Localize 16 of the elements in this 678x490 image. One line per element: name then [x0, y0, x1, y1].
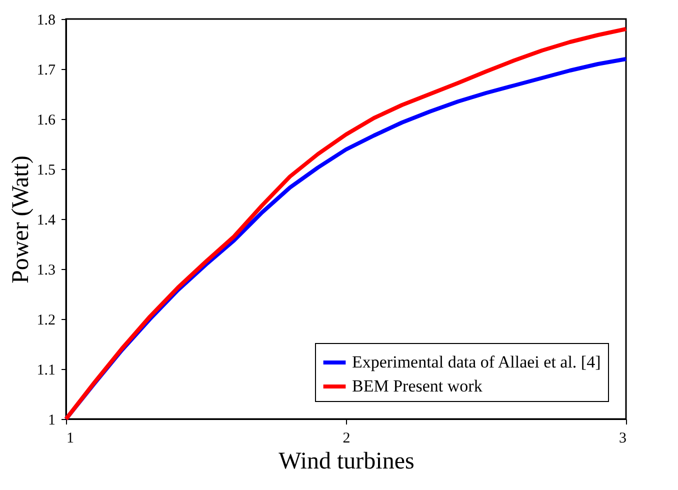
- y-tick-label: 1.7: [36, 62, 56, 78]
- y-tick-label: 1.3: [36, 262, 56, 278]
- y-axis-title: Power (Watt): [8, 155, 34, 284]
- x-tick-label: 3: [619, 430, 626, 446]
- legend-label: Experimental data of Allaei et al. [4]: [352, 352, 601, 372]
- y-tick-label: 1.6: [36, 112, 56, 128]
- y-tick-label: 1.8: [36, 12, 56, 28]
- x-tick-label: 1: [66, 430, 74, 446]
- y-tick-label: 1: [48, 412, 56, 428]
- legend-label: BEM Present work: [352, 376, 483, 396]
- x-axis-title: Wind turbines: [278, 448, 414, 474]
- x-tick-label: 2: [342, 430, 350, 446]
- y-tick-label: 1.4: [36, 212, 56, 228]
- y-tick-label: 1.2: [36, 312, 56, 328]
- y-tick-label: 1.5: [36, 162, 56, 178]
- y-tick-label: 1.1: [36, 362, 56, 378]
